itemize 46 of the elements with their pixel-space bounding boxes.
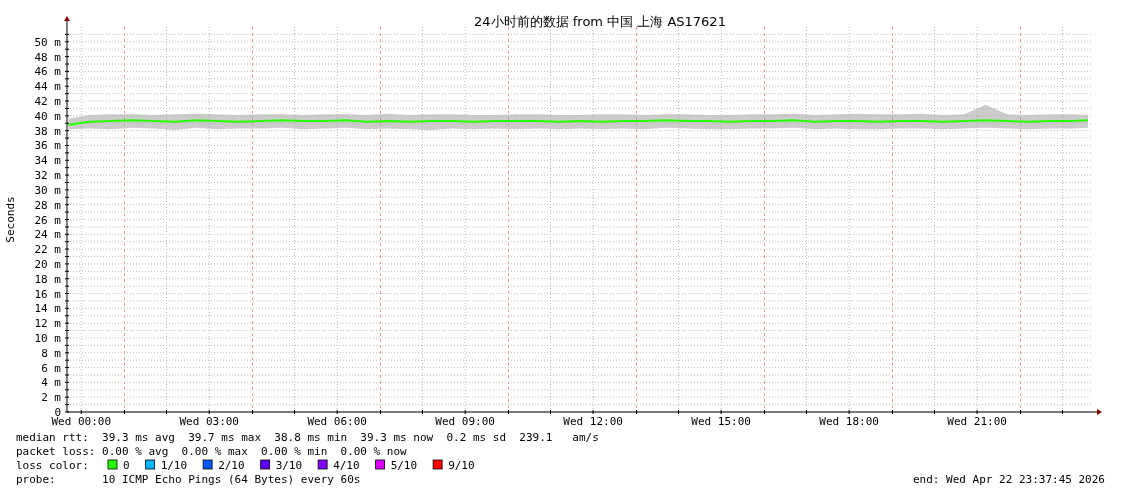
y-tick-label: 2 m <box>41 391 62 405</box>
legend-label: 0 <box>123 459 130 472</box>
y-tick-label: 8 m <box>41 346 62 360</box>
y-tick-label: 28 m <box>34 198 62 212</box>
text: packet loss: 0.00 % avg 0.00 % max 0.00 % min 0.00 % now <box>16 445 408 458</box>
legend-label: 3/10 <box>275 459 303 472</box>
text: median rtt: 39.3 ms avg 39.7 ms max 38.8 ms min 39.3 ms now 0.2 ms sd 239.1 am/s <box>16 431 599 444</box>
y-tick-label: 42 m <box>34 95 62 109</box>
x-tick-label: Wed 06:00 <box>307 415 367 428</box>
y-tick-label: 16 m <box>34 287 62 301</box>
x-tick-label: Wed 09:00 <box>435 415 495 428</box>
text: end: Wed Apr 22 23:37:45 2026 <box>912 473 1105 486</box>
y-tick-label: 48 m <box>34 50 62 64</box>
legend-label: 2/10 <box>218 459 245 472</box>
text: probe: 10 ICMP Echo Pings (64 Bytes) every 60s <box>16 473 361 486</box>
y-tick-label: 34 m <box>34 154 62 168</box>
y-tick-label: 44 m <box>34 80 62 94</box>
legend-label: 5/10 <box>390 459 418 472</box>
x-tick-label: Wed 18:00 <box>819 415 879 428</box>
x-tick-label: Wed 15:00 <box>691 415 751 428</box>
legend-title: loss color: <box>16 459 89 472</box>
y-tick-label: 10 m <box>34 331 62 345</box>
y-axis-title: Seconds <box>4 196 17 243</box>
x-tick-label: Wed 21:00 <box>947 415 1007 428</box>
legend-label: 4/10 <box>333 459 360 472</box>
y-tick-label: 24 m <box>34 228 62 242</box>
y-tick-label: 38 m <box>34 124 62 138</box>
y-tick-label: 36 m <box>34 139 62 153</box>
legend-label: 9/10 <box>448 459 475 472</box>
y-tick-label: 26 m <box>34 213 62 227</box>
x-tick-label: Wed 03:00 <box>179 415 240 428</box>
y-tick-label: 12 m <box>34 317 62 331</box>
y-tick-label: 14 m <box>34 302 62 316</box>
y-tick-label: 30 m <box>34 183 62 197</box>
y-tick-label: 32 m <box>34 169 62 183</box>
y-tick-label: 18 m <box>34 272 62 286</box>
y-tick-label: 20 m <box>34 257 62 271</box>
legend-label: 1/10 <box>160 459 188 472</box>
y-tick-label: 50 m <box>34 35 62 49</box>
y-tick-label: 6 m <box>41 361 62 375</box>
y-tick-label: 40 m <box>34 109 62 123</box>
x-tick-label: Wed 12:00 <box>563 415 623 428</box>
y-tick-label: 22 m <box>34 243 62 257</box>
chart-title: 24小时前的数据 from 中国 上海 AS17621 <box>474 14 726 29</box>
y-tick-label: 46 m <box>34 65 62 79</box>
y-tick-label: 4 m <box>41 376 62 390</box>
